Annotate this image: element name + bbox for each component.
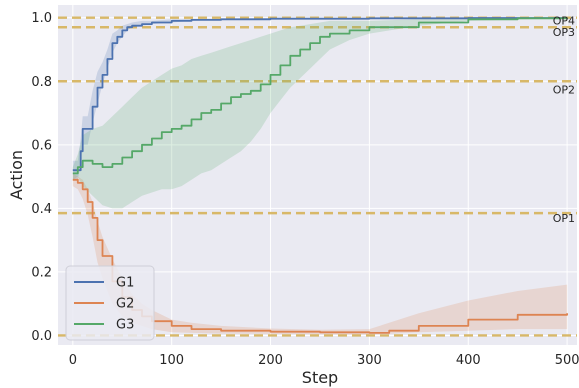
x-tick-label: 100 (159, 353, 184, 368)
x-axis-ticks: 0 100 200 300 400 500 (69, 353, 579, 368)
y-axis-label: Action (7, 150, 26, 200)
x-tick-label: 300 (357, 353, 382, 368)
y-tick-label: 0.8 (31, 75, 52, 90)
y-tick-label: 0.0 (31, 329, 52, 344)
line-g3 (72, 17, 568, 175)
y-tick-label: 0.2 (31, 265, 52, 280)
legend-label-g2: G2 (116, 297, 134, 312)
y-tick-label: 0.6 (31, 138, 52, 153)
legend: G1 G2 G3 (65, 265, 155, 341)
legend-label-g3: G3 (116, 318, 134, 333)
y-axis-ticks: 0.0 0.2 0.4 0.6 0.8 1.0 (31, 11, 52, 344)
x-tick-label: 200 (258, 353, 283, 368)
x-tick-label: 0 (69, 353, 77, 368)
legend-label-g1: G1 (116, 276, 134, 291)
y-tick-label: 1.0 (31, 11, 52, 26)
reference-label: OP4 (553, 15, 575, 28)
x-tick-label: 500 (555, 353, 579, 368)
legend-box (65, 265, 155, 341)
x-tick-label: 400 (456, 353, 481, 368)
line-g1 (72, 17, 568, 172)
reference-label: OP3 (553, 26, 575, 39)
reference-label: OP2 (553, 83, 575, 96)
y-tick-label: 0.4 (31, 202, 52, 217)
reference-label: OP1 (553, 212, 575, 225)
x-axis-label: Step (302, 368, 338, 387)
band-g3 (72, 17, 568, 209)
